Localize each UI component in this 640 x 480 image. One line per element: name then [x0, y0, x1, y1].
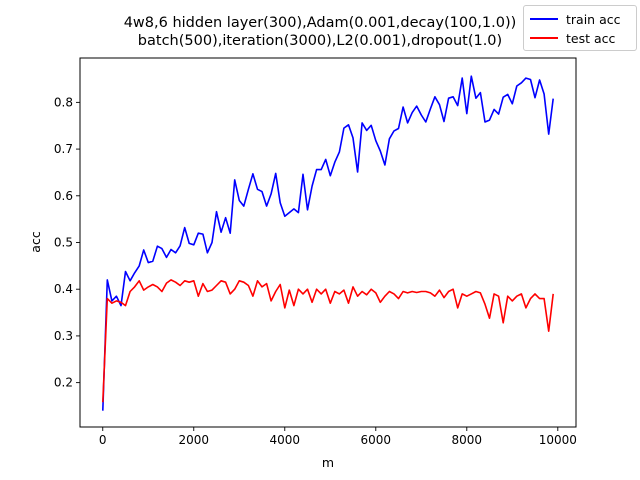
x-tick-label: 2000 [178, 433, 209, 447]
legend-swatch-test [530, 37, 558, 39]
x-tick-label: 8000 [452, 433, 483, 447]
y-axis-label: acc [28, 231, 43, 253]
x-tick-label: 0 [99, 433, 107, 447]
legend-label-train: train acc [566, 11, 621, 27]
x-axis: 0 2000 4000 6000 8000 10000 [99, 427, 577, 447]
y-tick-label: 0.2 [54, 376, 73, 390]
y-axis: 0.2 0.3 0.4 0.5 0.6 0.7 0.8 [54, 95, 80, 390]
y-tick-label: 0.6 [54, 189, 73, 203]
x-axis-label: m [322, 455, 334, 470]
legend-label-test: test acc [566, 30, 616, 46]
y-tick-label: 0.4 [54, 282, 73, 296]
x-tick-label: 6000 [361, 433, 392, 447]
legend-item-test: test acc [530, 29, 615, 47]
legend-swatch-train [530, 18, 558, 20]
series-line-test-acc [102, 279, 554, 403]
x-tick-label: 10000 [539, 433, 577, 447]
legend-item-train: train acc [530, 10, 620, 28]
x-tick-label: 4000 [269, 433, 300, 447]
series-line-train-acc [102, 75, 554, 411]
series-layer [102, 75, 554, 411]
y-tick-label: 0.5 [54, 236, 73, 250]
plot-area [80, 58, 576, 427]
chart-title-line-2: batch(500),iteration(3000),L2(0.001),dro… [137, 33, 503, 49]
y-tick-label: 0.3 [54, 329, 73, 343]
legend: train acc test acc [523, 5, 637, 51]
y-tick-label: 0.7 [54, 142, 73, 156]
y-tick-label: 0.8 [54, 95, 73, 109]
chart-title-line-1: 4w8,6 hidden layer(300),Adam(0.001,decay… [123, 15, 517, 31]
